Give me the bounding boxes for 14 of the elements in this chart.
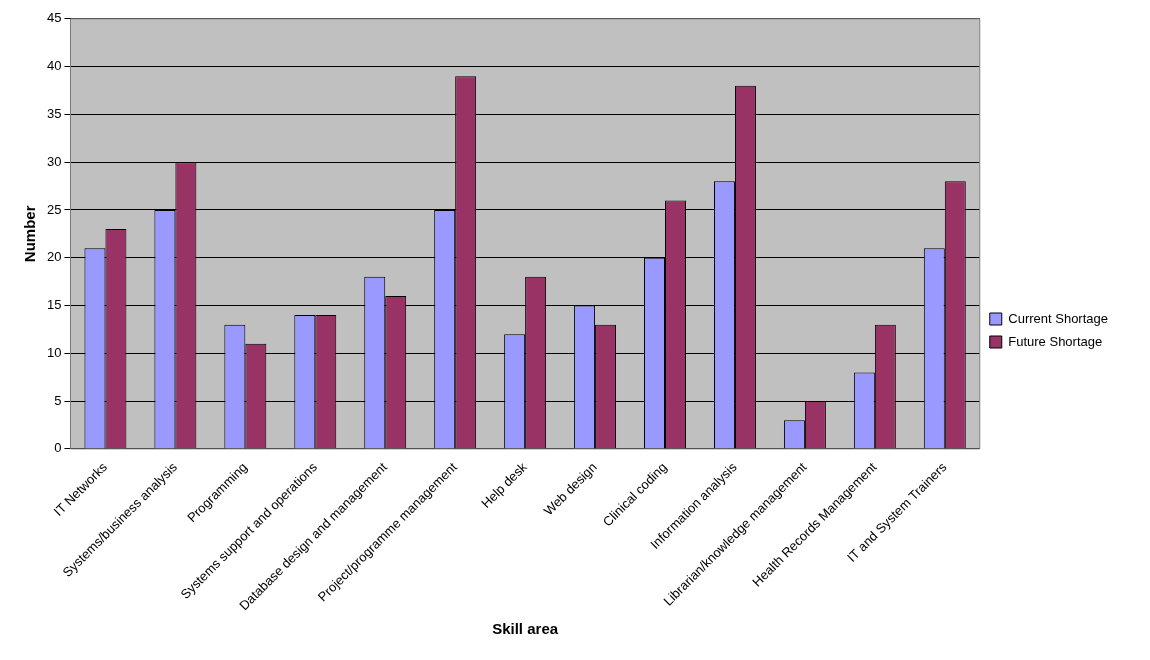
y-tick-label: 0 bbox=[54, 440, 62, 456]
y-axis-title: Number bbox=[21, 205, 39, 263]
y-tick-label: 5 bbox=[54, 392, 62, 408]
y-tick-label: 35 bbox=[46, 105, 62, 121]
legend-label: Future Shortage bbox=[1008, 333, 1103, 349]
y-tick-label: 40 bbox=[46, 58, 62, 74]
legend-label: Current Shortage bbox=[1008, 310, 1109, 326]
y-tick-label: 30 bbox=[46, 153, 62, 169]
y-tick-label: 20 bbox=[46, 249, 62, 265]
y-tick-label: 25 bbox=[46, 201, 62, 217]
y-tick-label: 15 bbox=[46, 297, 62, 313]
y-tick-label: 10 bbox=[46, 344, 62, 360]
x-axis-title: Skill area bbox=[492, 620, 559, 638]
y-tick-label: 45 bbox=[46, 10, 62, 26]
